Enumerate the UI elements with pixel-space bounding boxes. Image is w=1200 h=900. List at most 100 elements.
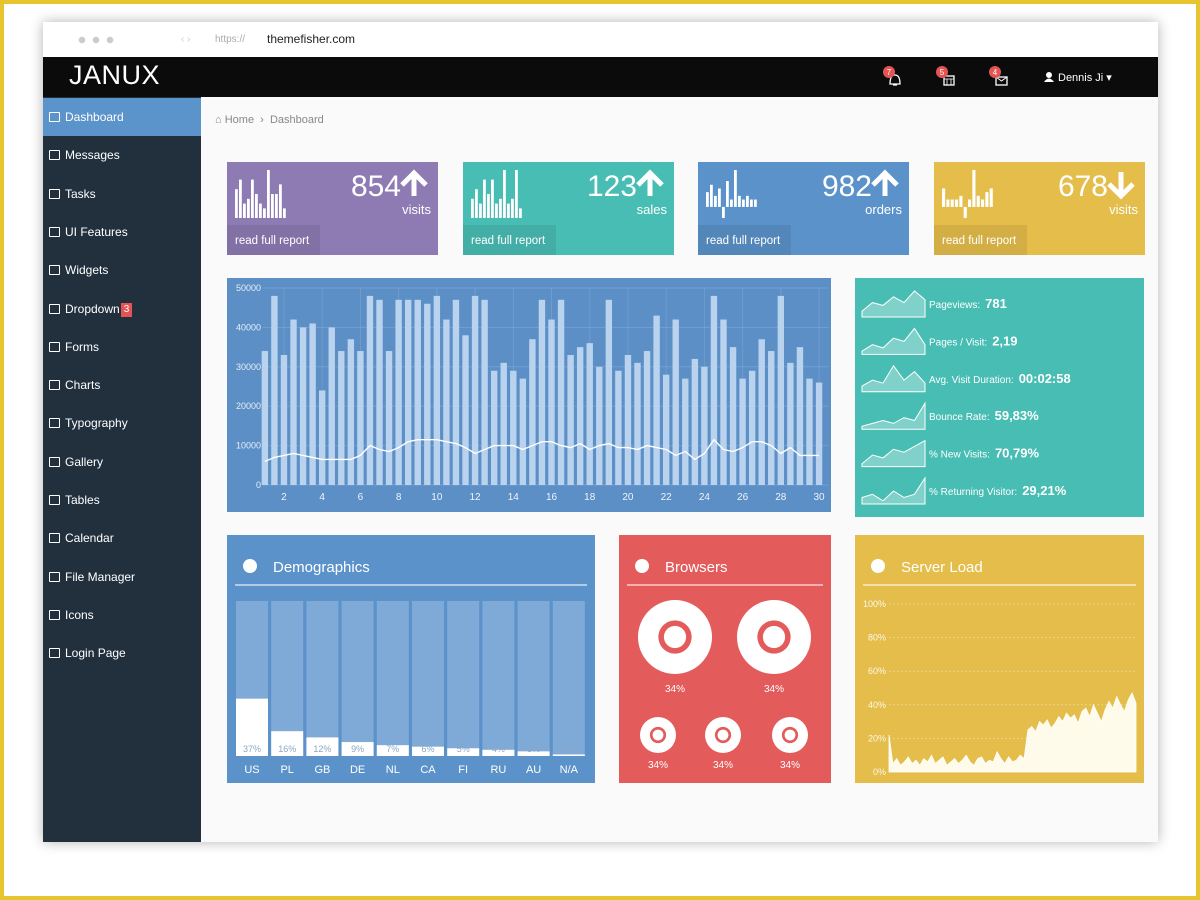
sidebar-icon <box>49 609 60 620</box>
sidebar-label: Messages <box>65 148 120 163</box>
sparkline <box>861 439 926 468</box>
bar-track <box>482 601 515 756</box>
sidebar-label: File Manager <box>65 569 136 584</box>
stat-label: visits <box>402 202 431 217</box>
bar <box>748 370 756 485</box>
bar-track <box>412 601 444 756</box>
demographics-chart: Demographics 37% US 16% PL 12% GB 9% DE 7% NL 6% CA 5… <box>235 559 587 776</box>
x-tick-label: 2 <box>281 492 287 503</box>
sidebar-item[interactable]: Tasks <box>43 175 201 213</box>
sidebar-label: Tasks <box>65 186 96 201</box>
mini-bar <box>726 181 729 207</box>
x-tick-label: 22 <box>661 492 673 503</box>
bar <box>395 299 402 485</box>
window-dots <box>75 36 115 44</box>
report-link[interactable]: read full report <box>471 235 546 247</box>
mini-bar <box>718 188 721 207</box>
mini-bar <box>510 198 514 218</box>
sidebar-item[interactable]: Icons <box>43 596 201 634</box>
bar <box>777 295 785 485</box>
sidebar-item[interactable]: File Manager <box>43 558 201 596</box>
stat-value: 00:02:58 <box>1019 371 1071 386</box>
sparkline <box>861 364 926 393</box>
sidebar-item[interactable]: Gallery <box>43 443 201 481</box>
sidebar-item[interactable]: Login Page <box>43 634 201 672</box>
bar <box>236 698 268 756</box>
mini-bar <box>239 179 242 218</box>
badge <box>883 66 895 78</box>
breadcrumb-separator: › <box>257 114 267 126</box>
sidebar-item[interactable]: Messages <box>43 136 201 174</box>
panel-title: Server Load <box>901 559 983 576</box>
sidebar-label: Icons <box>65 607 94 622</box>
server-load-panel: Server Load 0% 20% 40% 60% 80% 100% <box>855 535 1144 783</box>
bar <box>691 358 699 485</box>
sidebar-item[interactable]: Calendar <box>43 519 201 557</box>
sidebar-item[interactable]: Forms <box>43 328 201 366</box>
sidebar-badge: 3 <box>120 302 133 317</box>
bell-icon[interactable] <box>889 74 901 86</box>
bar <box>739 378 746 485</box>
bar <box>471 295 479 485</box>
bar-track <box>306 601 339 756</box>
sidebar-icon <box>49 303 60 314</box>
stat-value: 123 <box>586 170 636 203</box>
breadcrumb: ⌂ Home › Dashboard <box>215 114 324 126</box>
y-tick-label: 80% <box>868 633 886 643</box>
breadcrumb-item[interactable]: Home <box>224 114 255 126</box>
mini-bar <box>514 170 518 218</box>
report-link[interactable]: read full report <box>706 235 781 247</box>
report-link-bg[interactable] <box>698 225 791 255</box>
mini-bar <box>279 184 282 218</box>
value-label: 4% <box>492 744 505 754</box>
user-menu[interactable]: Dennis Ji ▾ <box>1058 72 1112 84</box>
value-label: 1% <box>562 744 575 754</box>
panel-title: Browsers <box>665 559 728 576</box>
bar <box>404 299 412 485</box>
url[interactable]: themefisher.com <box>267 32 356 46</box>
calendar-grid <box>944 78 954 85</box>
sidebar-item[interactable]: Widgets <box>43 251 201 289</box>
bar <box>643 351 651 485</box>
mini-bar <box>980 199 984 207</box>
bar <box>318 390 326 485</box>
report-link-bg[interactable] <box>933 225 1027 255</box>
mail-flap <box>995 76 1008 82</box>
stat-label-text: Pages / Visit: <box>929 337 987 348</box>
sidebar-item[interactable]: Dashboard <box>43 98 201 136</box>
report-link-bg[interactable] <box>462 225 556 255</box>
mini-bar <box>243 203 246 218</box>
bar <box>481 299 488 485</box>
bar <box>519 378 527 485</box>
sparkline <box>861 327 926 355</box>
bar <box>710 295 718 485</box>
browser-icon-core <box>762 625 786 649</box>
badge <box>936 66 948 78</box>
header: JANUX 7 5 4 Dennis Ji ▾ <box>43 57 1158 97</box>
x-tick-label: CA <box>420 764 436 776</box>
mini-bar <box>518 208 522 218</box>
bar <box>385 351 393 485</box>
calendar-icon[interactable] <box>943 75 955 86</box>
user-name: Dennis Ji <box>1058 72 1104 84</box>
mini-bar <box>750 199 753 207</box>
sidebar-item[interactable]: Typography <box>43 404 201 442</box>
sidebar-item[interactable]: UI Features <box>43 213 201 251</box>
report-link[interactable]: read full report <box>235 235 310 247</box>
sidebar-item[interactable]: Tables <box>43 481 201 519</box>
sidebar-icon <box>49 495 60 505</box>
stat-box: 678 visits read full report <box>933 162 1145 255</box>
mail-icon[interactable] <box>995 76 1008 86</box>
report-link[interactable]: read full report <box>942 235 1017 247</box>
sidebar-item[interactable]: Dropdown 3 <box>43 290 201 328</box>
brand[interactable]: JANUX <box>69 60 161 90</box>
x-tick-label: 18 <box>584 492 596 503</box>
report-link-bg[interactable] <box>227 225 320 255</box>
sidebar-item[interactable]: Charts <box>43 366 201 404</box>
bar <box>806 378 813 485</box>
browser-share: 34% <box>713 760 733 771</box>
stat-box: 854 visits read full report <box>227 162 438 255</box>
badge <box>989 66 1001 78</box>
stat-label-text: % Returning Visitor: <box>929 487 1017 498</box>
